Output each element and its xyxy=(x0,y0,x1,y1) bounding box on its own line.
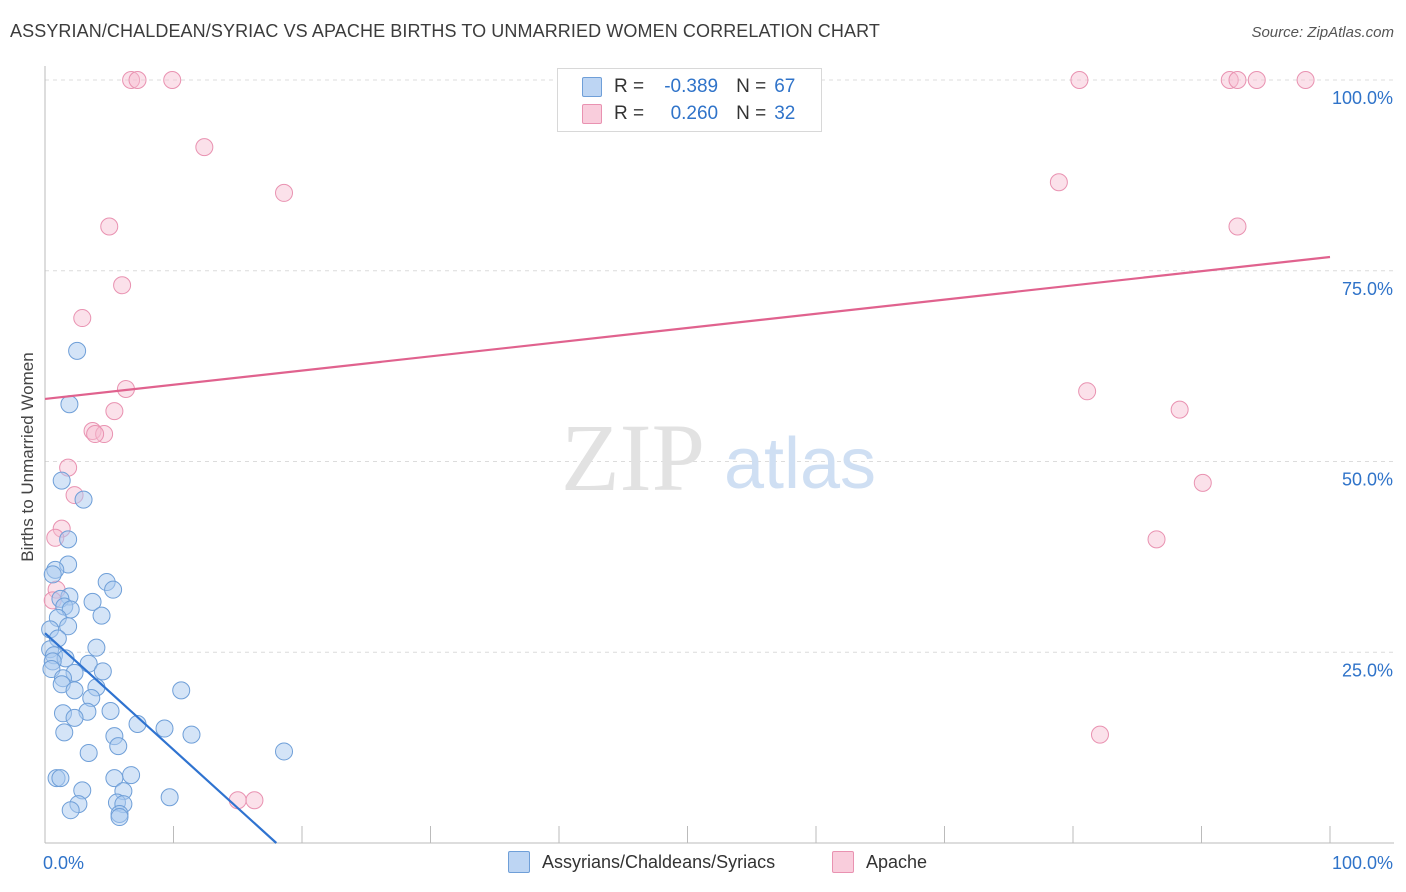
apache-point xyxy=(1147,530,1166,549)
apache-point xyxy=(122,71,141,89)
series2-n-value: 32 xyxy=(774,103,796,124)
series1-swatch xyxy=(582,77,602,97)
stats-row-series1: R = -0.389 N = 67 xyxy=(582,74,795,100)
chart-title: ASSYRIAN/CHALDEAN/SYRIAC VS APACHE BIRTH… xyxy=(10,21,880,41)
apache-point xyxy=(163,71,182,89)
apache-point xyxy=(83,421,102,440)
assyrian-point xyxy=(275,742,294,761)
apache-point xyxy=(1078,382,1097,401)
legend-swatch-apache xyxy=(832,851,854,873)
apache-point xyxy=(105,402,124,421)
y-tick-label: 50.0% xyxy=(1342,470,1393,490)
apache-point xyxy=(1070,71,1089,89)
apache-point xyxy=(245,791,264,810)
n-label: N = xyxy=(736,76,767,97)
apache-point xyxy=(86,425,105,444)
series2-swatch xyxy=(582,104,602,124)
apache-point xyxy=(1193,473,1212,492)
watermark: ZIP atlas xyxy=(561,404,876,511)
stats-row-series2: R = 0.260 N = 32 xyxy=(582,101,795,127)
assyrian-point xyxy=(79,743,98,762)
assyrian-point xyxy=(59,617,78,636)
apache-point xyxy=(275,183,294,202)
assyrian-point xyxy=(74,490,93,509)
assyrian-point xyxy=(104,580,123,599)
assyrian-point xyxy=(182,725,201,744)
legend-swatch-assyrians xyxy=(508,851,530,873)
assyrian-point xyxy=(93,662,112,681)
series1-n-value: 67 xyxy=(774,76,796,97)
watermark-zip: ZIP xyxy=(561,404,705,511)
assyrian-point xyxy=(83,592,102,611)
assyrian-point xyxy=(172,681,191,700)
apache-point xyxy=(100,217,119,236)
legend-item-assyrians[interactable]: Assyrians/Chaldeans/Syriacs xyxy=(508,851,775,873)
apache-point xyxy=(113,276,132,295)
assyrian-point xyxy=(122,766,141,785)
apache-point xyxy=(228,791,247,810)
assyrian-point xyxy=(105,769,124,788)
assyrian-point xyxy=(110,808,129,827)
assyrian-point xyxy=(101,702,120,721)
assyrian-point xyxy=(92,606,111,625)
apache-point xyxy=(1049,173,1068,192)
stats-box: R = -0.389 N = 67 R = 0.260 N = 32 xyxy=(557,68,822,132)
assyrian-point xyxy=(68,341,87,360)
apache-point xyxy=(1228,217,1247,236)
assyrian-point xyxy=(61,801,80,820)
assyrian-point xyxy=(43,565,62,584)
watermark-atlas: atlas xyxy=(724,424,876,504)
assyrian-point xyxy=(65,681,84,700)
y-axis-label: Births to Unmarried Women xyxy=(18,352,37,562)
assyrian-point xyxy=(52,471,71,490)
apache-trend-line xyxy=(44,255,1331,401)
apache-point xyxy=(195,138,214,157)
assyrian-trend-line xyxy=(44,632,278,844)
assyrian-point xyxy=(155,719,174,738)
assyrian-point xyxy=(87,638,106,657)
legend-label-assyrians: Assyrians/Chaldeans/Syriacs xyxy=(542,851,776,872)
assyrian-point xyxy=(59,530,78,549)
apache-point xyxy=(73,309,92,328)
apache-point xyxy=(1296,71,1315,89)
apache-point xyxy=(1220,71,1239,89)
source-credit: Source: ZipAtlas.com xyxy=(1251,24,1394,41)
tick-labels: 25.0% 50.0% 75.0% 100.0% 0.0% 100.0% xyxy=(43,88,1393,873)
assyrian-point xyxy=(51,769,70,788)
gridlines xyxy=(45,79,1394,653)
y-tick-label: 25.0% xyxy=(1342,660,1393,680)
r-label: R = xyxy=(614,76,645,97)
series2-r-value: 0.260 xyxy=(670,103,719,124)
apache-point xyxy=(1170,400,1189,419)
axes xyxy=(44,66,1394,844)
assyrian-point xyxy=(160,788,179,807)
y-tick-label: 75.0% xyxy=(1342,279,1393,299)
legend-item-apache[interactable]: Apache xyxy=(832,851,927,873)
y-tick-label: 100.0% xyxy=(1332,88,1393,108)
x-tick-label-min: 0.0% xyxy=(43,853,84,873)
apache-point xyxy=(128,71,147,89)
assyrian-point xyxy=(65,708,84,727)
n-label: N = xyxy=(736,103,767,124)
assyrian-point xyxy=(55,723,74,742)
apache-points xyxy=(43,71,1315,810)
assyrian-point xyxy=(60,395,79,414)
r-label: R = xyxy=(614,103,645,124)
apache-point xyxy=(1247,71,1266,89)
trend-lines xyxy=(44,255,1331,844)
x-tick-label-max: 100.0% xyxy=(1332,853,1393,873)
apache-point xyxy=(1090,725,1109,744)
apache-point xyxy=(1228,71,1247,89)
assyrian-point xyxy=(109,737,128,756)
assyrian-points xyxy=(41,341,294,827)
legend-label-apache: Apache xyxy=(866,851,928,872)
series1-r-value: -0.389 xyxy=(664,76,719,97)
